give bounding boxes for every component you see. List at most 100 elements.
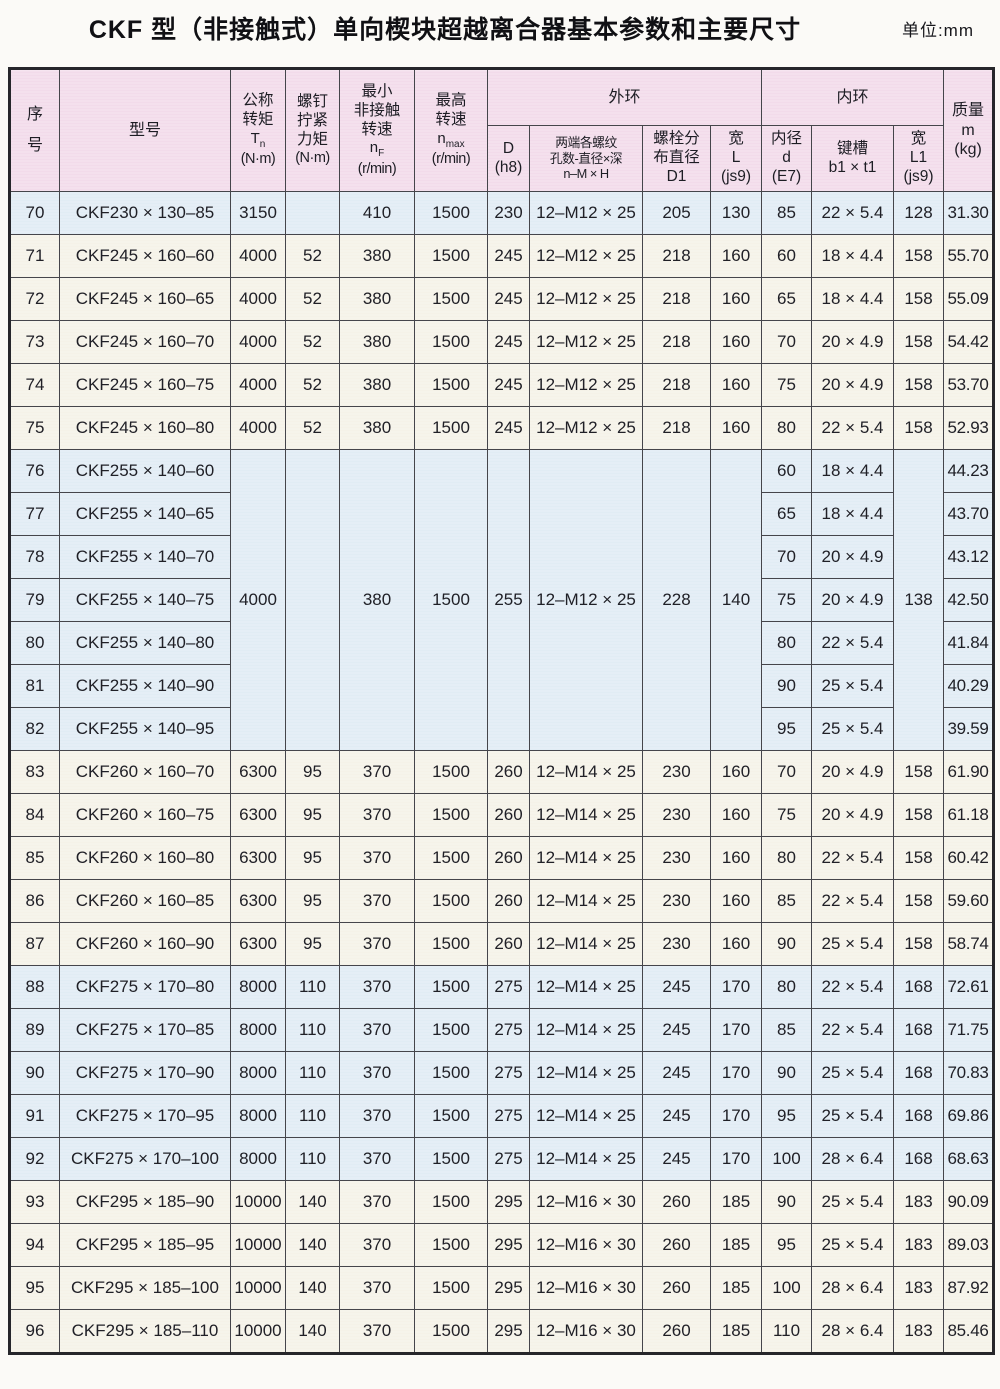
cell-no: 90 <box>9 1051 60 1095</box>
cell-d1: 218 <box>642 234 711 278</box>
cell-keyway: 20 × 4.9 <box>811 750 895 794</box>
cell-thread: 12–M14 × 25 <box>529 1137 643 1181</box>
cell-d1: 218 <box>642 320 711 364</box>
table-row: 86 CKF260 × 160–85 6300 95 370 1500 260 12–M14 … <box>9 879 995 923</box>
cell-screw: 52 <box>285 363 340 407</box>
col-header-serial: 序号 <box>9 68 60 192</box>
cell-mass: 69.86 <box>943 1094 995 1138</box>
cell-d: 260 <box>487 793 530 837</box>
cell-d1: 245 <box>642 1137 711 1181</box>
table-row: 71 CKF245 × 160–60 4000 52 380 1500 245 12–M12 … <box>9 234 995 278</box>
cell-keyway: 20 × 4.9 <box>811 793 895 837</box>
cell-thread: 12–M14 × 25 <box>529 750 643 794</box>
cell-keyway: 18 × 4.4 <box>811 234 895 278</box>
cell-d1: 245 <box>642 1008 711 1052</box>
cell-screw: 140 <box>285 1266 340 1310</box>
table-row: 78 CKF255 × 140–70 70 20 × 4.9 43.12 <box>9 535 995 579</box>
cell-keyway: 18 × 4.4 <box>811 492 895 536</box>
cell-no: 94 <box>9 1223 60 1267</box>
table-body: 70 CKF230 × 130–85 3150 410 1500 230 12–M12 × … <box>9 191 995 1354</box>
cell-screw: 110 <box>285 1137 340 1181</box>
cell-keyway: 22 × 5.4 <box>811 621 895 665</box>
cell-no: 80 <box>9 621 60 665</box>
cell-bore: 70 <box>761 320 813 364</box>
cell-model: CKF245 × 160–80 <box>59 406 231 450</box>
cell-keyway: 22 × 5.4 <box>811 191 895 235</box>
cell-thread: 12–M14 × 25 <box>529 922 643 966</box>
cell-mass: 52.93 <box>943 406 995 450</box>
col-header-thread-spec: 两端各螺纹 孔数-直径×深 n–M × H <box>529 125 643 192</box>
cell-keyway: 22 × 5.4 <box>811 836 895 880</box>
cell-nmax: 1500 <box>414 793 488 837</box>
cell-d: 245 <box>487 363 530 407</box>
cell-l1: 158 <box>893 750 945 794</box>
cell-bore: 80 <box>761 965 813 1009</box>
cell-tn: 10000 <box>230 1266 286 1310</box>
cell-d1: 260 <box>642 1180 711 1224</box>
cell-bore: 80 <box>761 621 813 665</box>
cell-d: 295 <box>487 1266 530 1310</box>
table-row: 80 CKF255 × 140–80 80 22 × 5.4 41.84 <box>9 621 995 665</box>
cell-nf: 370 <box>339 965 415 1009</box>
cell-l: 185 <box>709 1309 763 1354</box>
cell-tn: 4000 <box>230 277 286 321</box>
cell-l: 160 <box>709 750 763 794</box>
cell-mass: 90.09 <box>943 1180 995 1224</box>
cell-thread: 12–M12 × 25 <box>529 363 643 407</box>
cell-mass: 70.83 <box>943 1051 995 1095</box>
cell-l: 160 <box>709 234 763 278</box>
cell-d1: 260 <box>642 1223 711 1267</box>
cell-tn: 8000 <box>230 965 286 1009</box>
cell-thread: 12–M14 × 25 <box>529 836 643 880</box>
cell-l: 160 <box>709 406 763 450</box>
cell-l1: 158 <box>893 406 945 450</box>
cell-nf: 410 <box>339 191 415 235</box>
cell-d: 295 <box>487 1180 530 1224</box>
cell-thread: 12–M16 × 30 <box>529 1180 643 1224</box>
cell-nf: 380 <box>339 234 415 278</box>
cell-no: 72 <box>9 277 60 321</box>
cell-d: 295 <box>487 1309 530 1354</box>
cell-nf: 370 <box>339 1008 415 1052</box>
cell-mass: 40.29 <box>943 664 995 708</box>
cell-model: CKF260 × 160–90 <box>59 922 231 966</box>
cell-thread: 12–M14 × 25 <box>529 1008 643 1052</box>
cell-d1: 245 <box>642 1051 711 1095</box>
cell-l: 160 <box>709 363 763 407</box>
table-row: 91 CKF275 × 170–95 8000 110 370 1500 275 12–M14… <box>9 1094 995 1138</box>
cell-nf: 370 <box>339 1094 415 1138</box>
cell-l1: 168 <box>893 1051 945 1095</box>
cell-screw: 95 <box>285 836 340 880</box>
table-row: 93 CKF295 × 185–90 10000 140 370 1500 295 12–M1… <box>9 1180 995 1224</box>
cell-keyway: 25 × 5.4 <box>811 707 895 751</box>
table-row: 85 CKF260 × 160–80 6300 95 370 1500 260 12–M14 … <box>9 836 995 880</box>
unit-label: 单位:mm <box>901 21 974 40</box>
cell-screw: 95 <box>285 793 340 837</box>
cell-screw: 110 <box>285 1094 340 1138</box>
cell-model: CKF295 × 185–90 <box>59 1180 231 1224</box>
cell-model: CKF260 × 160–70 <box>59 750 231 794</box>
col-header-outer-width: 宽 L (js9) <box>709 125 763 192</box>
cell-tn: 8000 <box>230 1008 286 1052</box>
cell-tn: 4000 <box>230 320 286 364</box>
cell-tn: 10000 <box>230 1180 286 1224</box>
cell-model: CKF255 × 140–60 <box>59 449 231 493</box>
col-header-keyway: 键槽 b1 × t1 <box>811 125 895 192</box>
cell-d1: 218 <box>642 406 711 450</box>
cell-nf: 370 <box>339 793 415 837</box>
cell-no: 76 <box>9 449 60 493</box>
cell-model: CKF275 × 170–90 <box>59 1051 231 1095</box>
cell-d: 275 <box>487 1094 530 1138</box>
cell-model: CKF255 × 140–90 <box>59 664 231 708</box>
page-title: CKF 型（非接触式）单向楔块超越离合器基本参数和主要尺寸 <box>88 16 802 44</box>
cell-d: 295 <box>487 1223 530 1267</box>
cell-keyway: 25 × 5.4 <box>811 922 895 966</box>
cell-mass: 53.70 <box>943 363 995 407</box>
cell-no: 88 <box>9 965 60 1009</box>
cell-l1: 138 <box>893 449 945 751</box>
col-header-bolt-circle: 螺栓分 布直径 D1 <box>642 125 711 192</box>
cell-bore: 90 <box>761 664 813 708</box>
cell-d: 275 <box>487 965 530 1009</box>
cell-mass: 43.12 <box>943 535 995 579</box>
cell-bore: 85 <box>761 1008 813 1052</box>
